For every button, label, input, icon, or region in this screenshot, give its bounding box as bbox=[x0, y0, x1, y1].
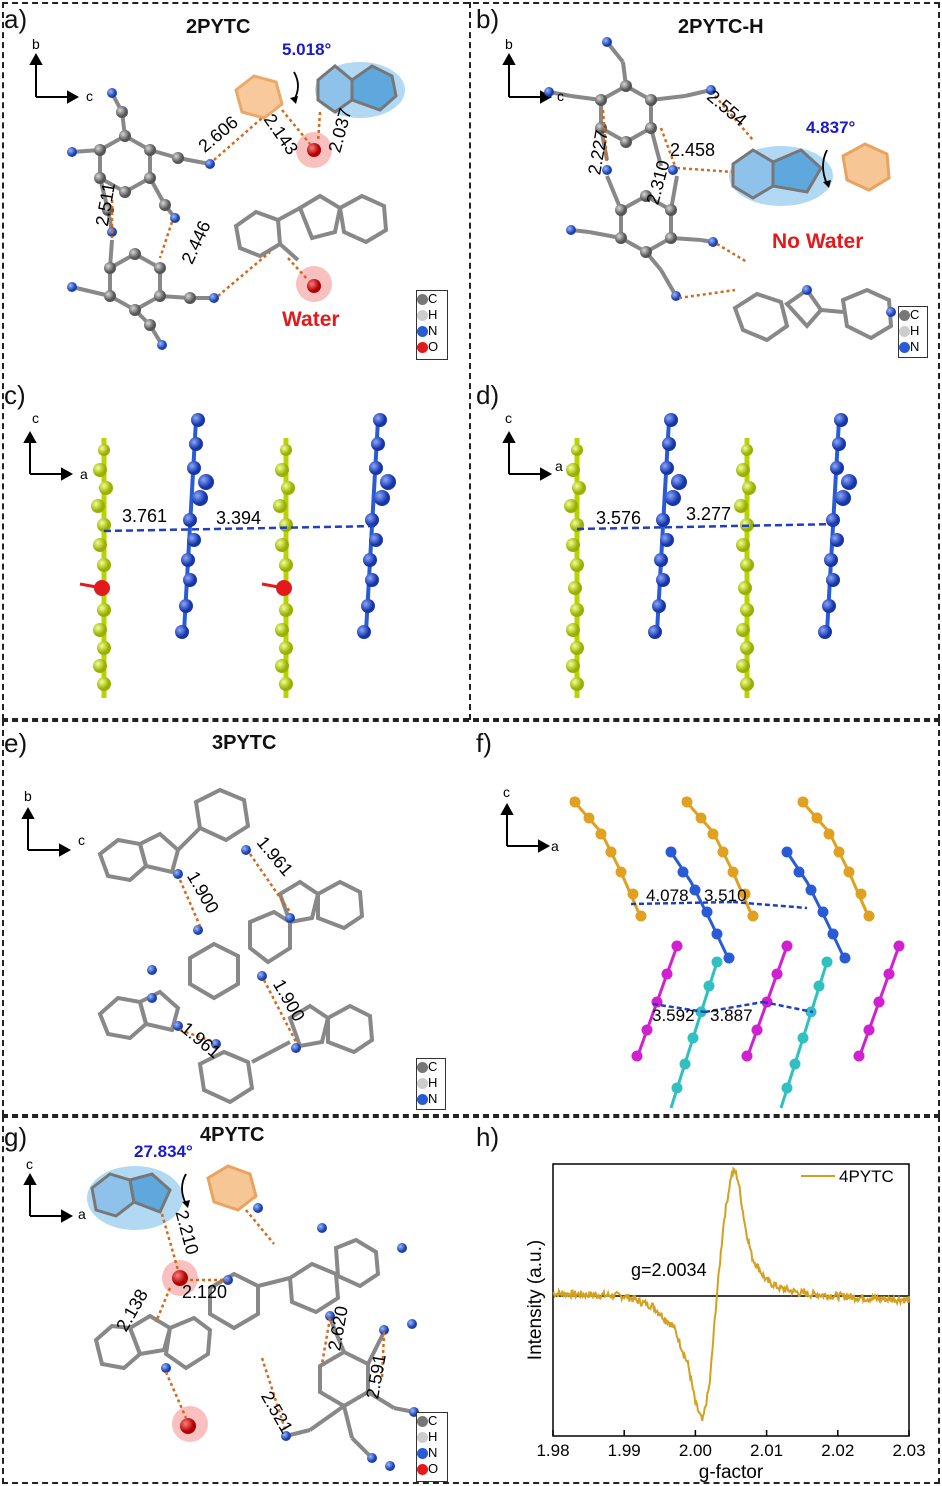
panel-label-h: h) bbox=[476, 1122, 500, 1152]
panel-c-stacking bbox=[23, 413, 396, 698]
atom-legend-b: C H N bbox=[898, 306, 928, 358]
legend-a-o: O bbox=[428, 339, 439, 354]
legend-a-h: H bbox=[428, 307, 438, 322]
y-axis-label: Intensity (a.u.) bbox=[525, 1240, 546, 1360]
yellow-layer-2 bbox=[261, 438, 295, 698]
axis-label-f-c: c bbox=[503, 784, 510, 800]
legend-b-c: C bbox=[910, 307, 920, 322]
title-2pytc: 2PYTC bbox=[186, 16, 251, 38]
epr-spectrum-chart: 1.98 1.99 2.00 2.01 2.02 2.03 4PYTC g=2.0034 … bbox=[525, 1163, 926, 1483]
panel-g-structure bbox=[23, 1164, 419, 1471]
legend-a-c: C bbox=[428, 291, 438, 306]
axis-label-a-c: c bbox=[86, 88, 93, 104]
legend-g-c: C bbox=[428, 1413, 438, 1428]
distance-f-2: 3.510 bbox=[704, 886, 747, 905]
panel-e-structure bbox=[21, 787, 375, 1105]
x-tick-label: 2.02 bbox=[821, 1441, 854, 1460]
legend-g-o: O bbox=[428, 1461, 439, 1476]
panel-d-stacking bbox=[502, 413, 857, 698]
x-tick-label: 2.00 bbox=[679, 1441, 712, 1460]
blue-layer-d1 bbox=[648, 413, 687, 639]
panel-label-e: e) bbox=[4, 728, 28, 758]
axis-label-g-c: c bbox=[26, 1156, 33, 1172]
axis-indicator-a bbox=[29, 52, 80, 104]
panel-label-f: f) bbox=[476, 728, 492, 758]
distance-c-2: 3.394 bbox=[216, 508, 262, 528]
panel-f-stacking bbox=[500, 796, 905, 1109]
axis-label-a-b: b bbox=[32, 36, 40, 52]
yellow-layer-d2 bbox=[734, 438, 756, 698]
series-line-4pytc bbox=[552, 1166, 910, 1421]
atom-legend-g: C H N O bbox=[416, 1412, 448, 1482]
angle-label-a: 5.018° bbox=[282, 40, 332, 59]
blue-layer-1 bbox=[175, 413, 214, 639]
legend-b-n: N bbox=[910, 339, 920, 354]
axis-label-d-a: a bbox=[555, 458, 563, 474]
divider-ab bbox=[469, 2, 471, 720]
legend-label-4pytc: 4PYTC bbox=[839, 1167, 894, 1186]
panel-label-c: c) bbox=[4, 380, 26, 410]
no-water-annotation: No Water bbox=[772, 230, 864, 253]
axis-label-f-a: a bbox=[551, 838, 559, 854]
yellow-layer-d1 bbox=[564, 438, 586, 698]
legend-g-n: N bbox=[428, 1445, 438, 1460]
axis-label-e-b: b bbox=[24, 788, 32, 804]
atom-legend-e: C H N bbox=[416, 1058, 446, 1110]
distance-f-3: 3.592 bbox=[652, 1006, 695, 1025]
legend-e-n: N bbox=[428, 1091, 438, 1106]
distance-f-4: 3.887 bbox=[710, 1006, 753, 1025]
axis-label-g-a: a bbox=[78, 1206, 86, 1222]
axis-label-d-c: c bbox=[505, 410, 512, 426]
x-tick-label: 1.98 bbox=[536, 1441, 569, 1460]
blue-layer-2 bbox=[357, 413, 396, 639]
panel-border-gh bbox=[2, 1116, 940, 1484]
distance-g-3: 2.120 bbox=[182, 1282, 228, 1302]
panel-label-d: d) bbox=[476, 380, 500, 410]
title-4pytc: 4PYTC bbox=[200, 1124, 265, 1146]
axis-label-b-b: b bbox=[505, 36, 513, 52]
panel-label-g: g) bbox=[4, 1122, 28, 1152]
distance-f-1: 4.078 bbox=[646, 886, 689, 905]
angle-label-g: 27.834° bbox=[134, 1142, 193, 1161]
panel-a-structure bbox=[29, 52, 405, 350]
panel-border-ef bbox=[2, 720, 940, 1116]
yellow-layer-1 bbox=[79, 438, 113, 698]
water-annotation: Water bbox=[282, 308, 340, 331]
axis-label-c-a: a bbox=[80, 466, 88, 482]
x-tick-label: 1.99 bbox=[608, 1441, 641, 1460]
x-tick-label: 2.01 bbox=[750, 1441, 783, 1460]
distance-c-1: 3.761 bbox=[122, 506, 168, 526]
title-2pytc-h: 2PYTC-H bbox=[678, 16, 764, 38]
blue-layer-d2 bbox=[818, 413, 857, 639]
axis-label-e-c: c bbox=[78, 832, 85, 848]
axis-label-b-c: c bbox=[557, 88, 564, 104]
distance-d-1: 3.576 bbox=[596, 508, 642, 528]
atom-legend-a: C H N O bbox=[416, 290, 448, 360]
panel-label-b: b) bbox=[476, 4, 500, 34]
legend-e-h: H bbox=[428, 1075, 438, 1090]
legend-g-h: H bbox=[428, 1429, 438, 1444]
legend-a-n: N bbox=[428, 323, 438, 338]
legend-b-h: H bbox=[910, 323, 920, 338]
panel-label-a: a) bbox=[4, 4, 28, 34]
legend-e-c: C bbox=[428, 1059, 438, 1074]
g-value-annotation: g=2.0034 bbox=[631, 1260, 707, 1280]
title-3pytc: 3PYTC bbox=[212, 732, 277, 754]
axis-label-c-c: c bbox=[32, 410, 39, 426]
distance-b-3: 2.458 bbox=[670, 140, 716, 160]
panel-border-ab bbox=[2, 2, 940, 720]
x-tick-label: 2.03 bbox=[892, 1441, 925, 1460]
panel-b-structure bbox=[502, 37, 896, 343]
x-axis-label: g-factor bbox=[699, 1462, 764, 1483]
angle-label-b: 4.837° bbox=[806, 118, 856, 137]
distance-d-2: 3.277 bbox=[686, 504, 732, 524]
